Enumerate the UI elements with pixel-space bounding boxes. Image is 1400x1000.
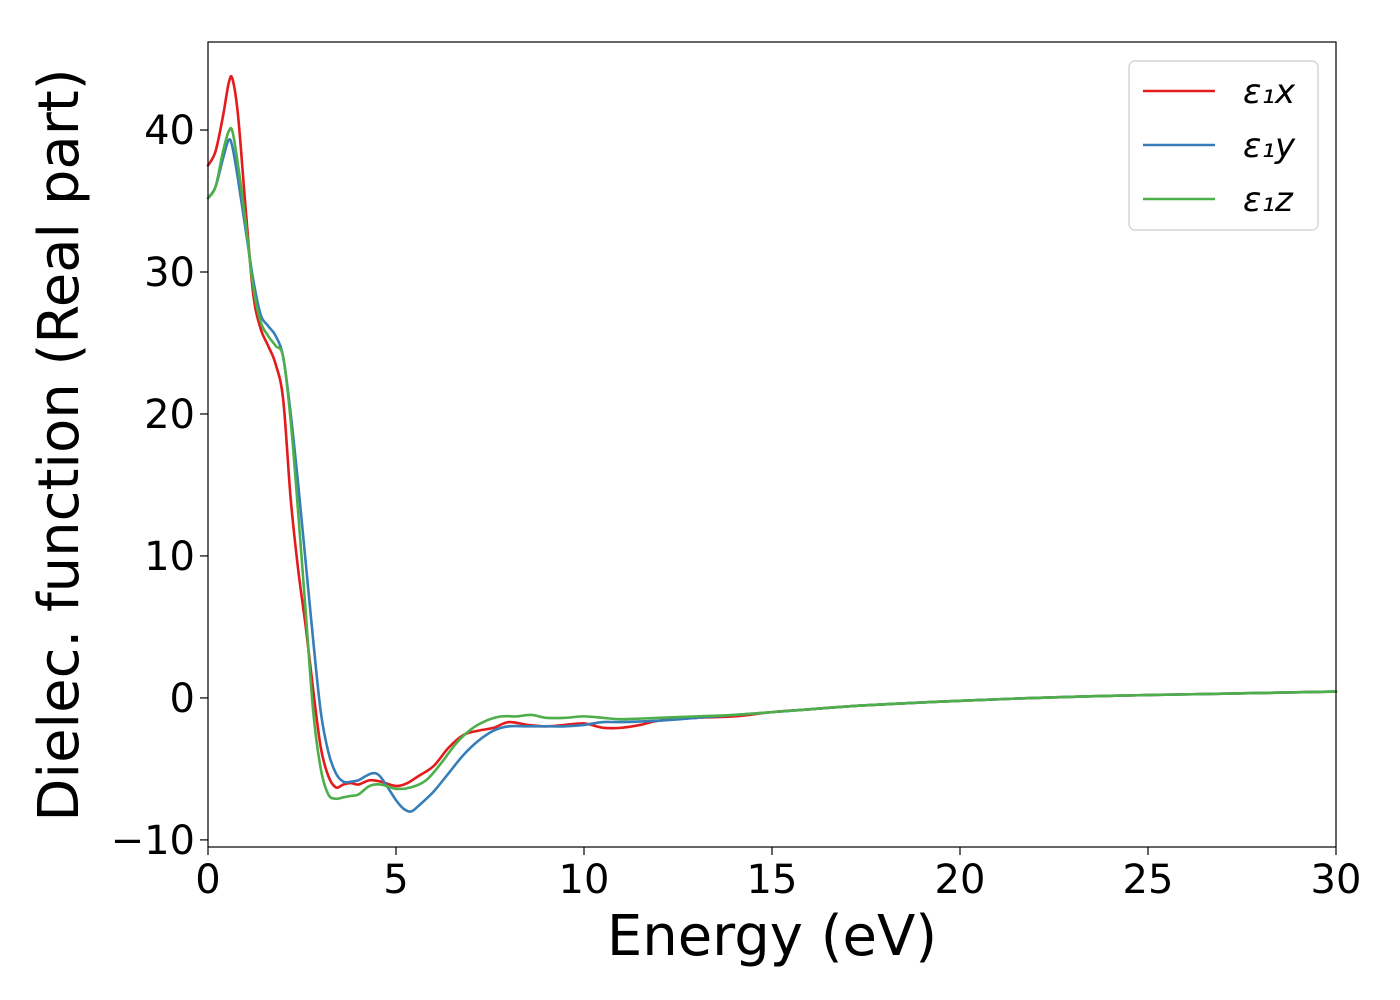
- x-axis-label: Energy (eV): [607, 904, 937, 969]
- y-tick-label: −10: [111, 818, 195, 864]
- y-axis-ticks: −10 0 10 20 30 40: [111, 108, 208, 864]
- legend: ε₁x ε₁y ε₁z: [1128, 60, 1319, 231]
- legend-label-3: ε₁z: [1243, 180, 1294, 220]
- x-tick-label: 25: [1123, 857, 1174, 903]
- legend-label-1: ε₁x: [1243, 72, 1296, 112]
- y-tick-label: 0: [170, 676, 195, 722]
- x-tick-label: 30: [1311, 857, 1362, 903]
- legend-label-2: ε₁y: [1243, 126, 1296, 166]
- series-layer: [206, 74, 1338, 813]
- y-axis-label: Dielec. function (Real part): [27, 68, 92, 821]
- y-tick-label: 10: [144, 534, 195, 580]
- x-tick-label: 5: [383, 857, 408, 903]
- x-tick-label: 15: [747, 857, 798, 903]
- y-tick-label: 20: [144, 392, 195, 438]
- x-tick-label: 10: [559, 857, 610, 903]
- x-tick-label: 20: [935, 857, 986, 903]
- legend-frame: [1128, 60, 1319, 231]
- x-tick-label: 0: [195, 857, 220, 903]
- series-line-3: [206, 126, 1338, 801]
- x-axis-ticks: 0 5 10 15 20 25 30: [195, 847, 1361, 903]
- y-tick-label: 30: [144, 250, 195, 296]
- y-tick-label: 40: [144, 108, 195, 154]
